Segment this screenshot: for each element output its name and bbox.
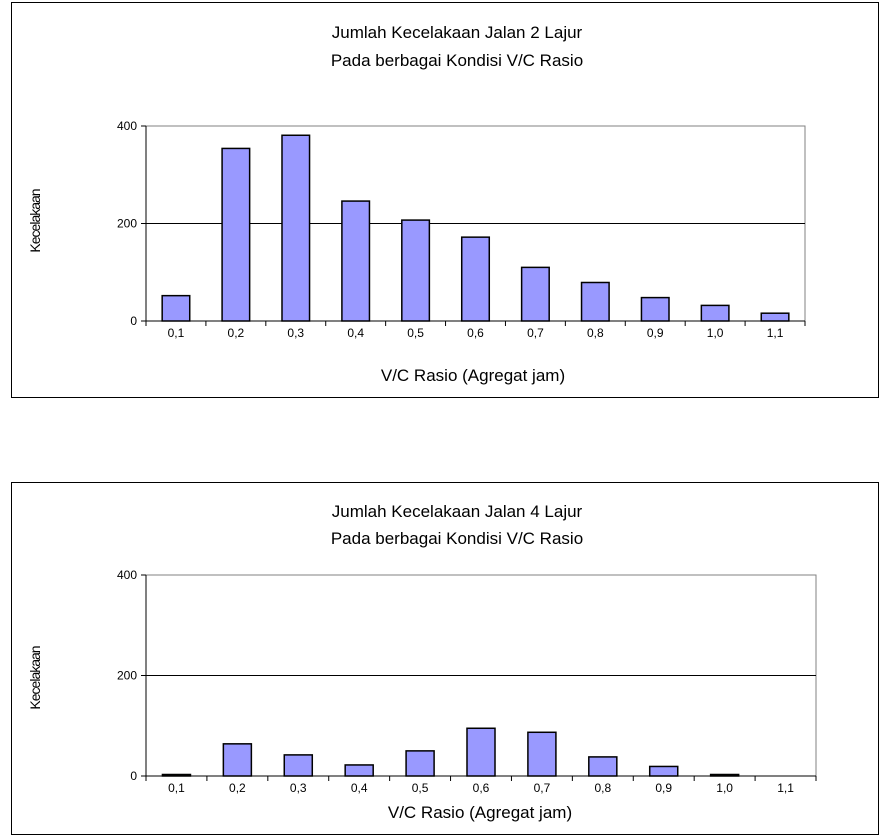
x-axis-title: V/C Rasio (Agregat jam) — [388, 803, 572, 822]
bar — [401, 219, 431, 322]
x-tick-label: 0,5 — [407, 326, 424, 340]
bar — [520, 266, 550, 322]
x-tick-label: 0,1 — [168, 781, 185, 795]
x-tick-label: 0,4 — [351, 781, 368, 795]
x-tick-label: 0,8 — [594, 781, 611, 795]
x-tick-label: 0,3 — [287, 326, 304, 340]
bar — [283, 754, 314, 777]
x-tick-label: 1,0 — [716, 781, 733, 795]
chart-2-lajur-svg: Jumlah Kecelakaan Jalan 2 Lajur Pada ber… — [27, 23, 806, 385]
bar — [161, 773, 192, 777]
x-tick-label: 0,9 — [655, 781, 672, 795]
bar — [700, 304, 730, 322]
chart-title-line-2: Pada berbagai Kondisi V/C Rasio — [331, 51, 583, 70]
chart-title-line-1: Jumlah Kecelakaan Jalan 2 Lajur — [332, 23, 583, 42]
chart-title-line-2: Pada berbagai Kondisi V/C Rasio — [331, 529, 583, 548]
bar — [580, 281, 610, 322]
bar — [281, 134, 311, 322]
y-tick-label: 200 — [117, 669, 137, 683]
x-tick-label: 1,1 — [767, 326, 784, 340]
x-tick-label: 0,9 — [647, 326, 664, 340]
x-tick-label: 0,8 — [587, 326, 604, 340]
y-tick-label: 400 — [117, 568, 137, 582]
bar — [405, 750, 435, 777]
y-axis-title: Kecelakaan — [27, 646, 43, 709]
x-tick-label: 0,2 — [229, 781, 246, 795]
y-tick-label: 400 — [117, 119, 137, 133]
y-axis-title: Kecelakaan — [27, 189, 43, 252]
bar — [344, 764, 374, 777]
chart-4-lajur-svg: Jumlah Kecelakaan Jalan 4 Lajur Pada ber… — [27, 502, 817, 822]
bar — [527, 731, 557, 777]
x-tick-label: 1,1 — [777, 781, 794, 795]
bar — [466, 727, 496, 777]
bar — [161, 294, 191, 322]
y-tick-label: 200 — [117, 217, 137, 231]
x-axis-title: V/C Rasio (Agregat jam) — [381, 366, 565, 385]
x-tick-label: 0,6 — [467, 326, 484, 340]
bar — [221, 147, 251, 322]
x-tick-label: 0,7 — [534, 781, 551, 795]
bar — [709, 773, 740, 777]
x-tick-label: 0,1 — [168, 326, 185, 340]
x-tick-label: 0,5 — [412, 781, 429, 795]
y-tick-label: 0 — [130, 769, 137, 783]
chart-2-lajur: Jumlah Kecelakaan Jalan 2 Lajur Pada ber… — [11, 2, 879, 398]
x-tick-label: 1,0 — [707, 326, 724, 340]
bar — [648, 765, 679, 777]
chart-title-line-1: Jumlah Kecelakaan Jalan 4 Lajur — [332, 502, 583, 521]
bar — [222, 743, 253, 777]
x-tick-label: 0,7 — [527, 326, 544, 340]
bar — [460, 236, 491, 322]
x-tick-label: 0,3 — [290, 781, 307, 795]
x-tick-label: 0,2 — [228, 326, 245, 340]
chart-4-lajur: Jumlah Kecelakaan Jalan 4 Lajur Pada ber… — [11, 482, 879, 835]
y-tick-label: 0 — [130, 314, 137, 328]
bar — [760, 312, 790, 322]
bar — [640, 296, 670, 322]
bar — [588, 756, 618, 777]
x-tick-label: 0,4 — [347, 326, 364, 340]
bar — [341, 200, 371, 322]
x-tick-label: 0,6 — [473, 781, 490, 795]
